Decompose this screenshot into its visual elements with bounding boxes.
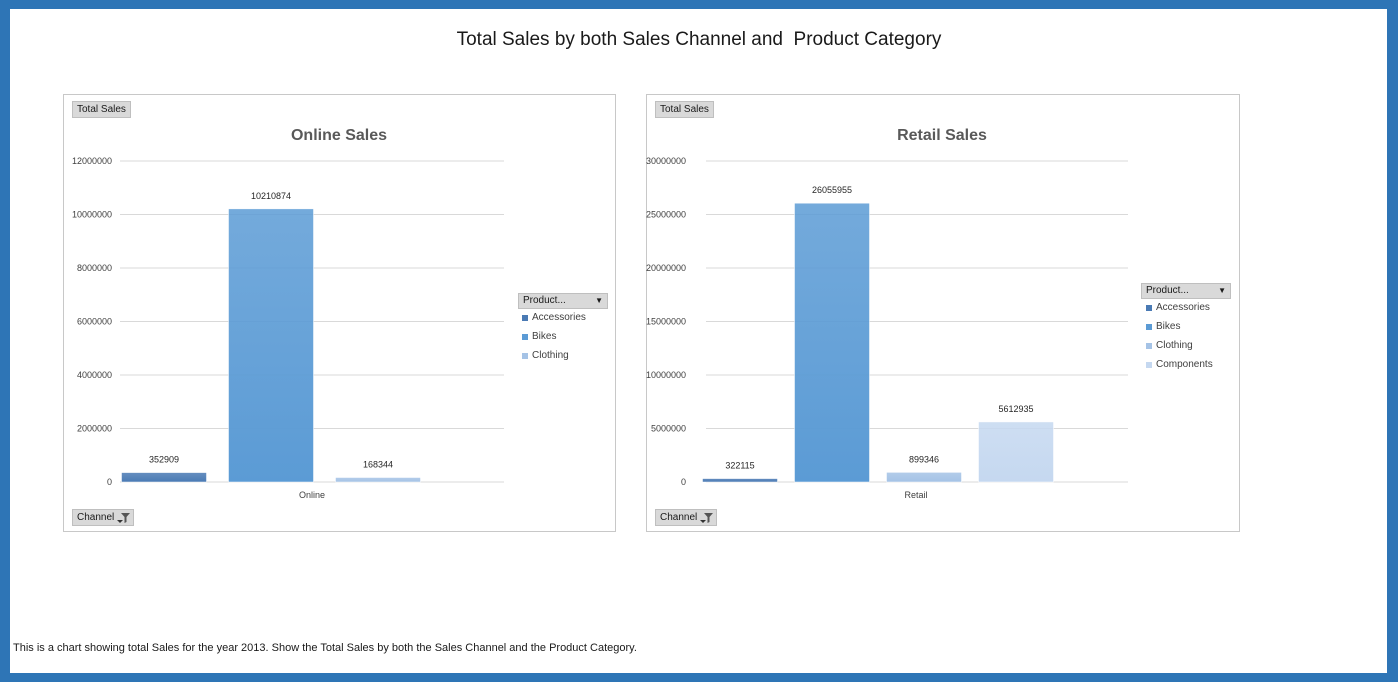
filter-icon[interactable] — [117, 512, 131, 524]
bar-clothing[interactable] — [335, 477, 421, 483]
y-tick-label: 2000000 — [77, 424, 112, 434]
online-chart-title: Online Sales — [290, 127, 388, 144]
legend-swatch — [522, 333, 528, 340]
y-tick-label: 25000000 — [646, 210, 686, 220]
chevron-down-icon[interactable]: ▼ — [1218, 286, 1226, 295]
page-title: Total Sales by both Sales Channel and Pr… — [456, 29, 942, 50]
legend-item-components[interactable]: Components — [1146, 359, 1213, 370]
legend-swatch — [1146, 323, 1152, 330]
legend-item-accessories[interactable]: Accessories — [522, 312, 586, 323]
data-label: 10210874 — [251, 191, 291, 201]
legend-label: Components — [1156, 359, 1213, 370]
legend-item-accessories[interactable]: Accessories — [1146, 302, 1210, 313]
x-tick-label: Retail — [904, 490, 927, 500]
channel-filter-button[interactable]: Channel — [655, 509, 718, 526]
data-label: 899346 — [909, 454, 939, 464]
y-tick-label: 0 — [107, 477, 112, 487]
total-sales-field-button[interactable]: Total Sales — [72, 101, 131, 118]
bar-accessories[interactable] — [702, 478, 778, 483]
retail-chart-title: Retail Sales — [897, 127, 987, 144]
legend-label: Accessories — [532, 312, 586, 323]
data-label: 26055955 — [812, 185, 852, 195]
legend-swatch — [1146, 342, 1152, 349]
y-tick-label: 4000000 — [77, 370, 112, 380]
bar-components[interactable] — [978, 421, 1054, 483]
legend-label: Accessories — [1156, 302, 1210, 313]
y-tick-label: 10000000 — [72, 210, 112, 220]
data-label: 322115 — [725, 461, 754, 471]
x-tick-label: Online — [299, 490, 325, 500]
legend-swatch — [522, 352, 528, 359]
y-tick-label: 20000000 — [646, 263, 686, 273]
legend-header-label: Product... — [1146, 285, 1189, 296]
data-label: 5612935 — [998, 404, 1033, 414]
y-tick-label: 10000000 — [646, 370, 686, 380]
y-tick-label: 0 — [681, 477, 686, 487]
bar-bikes[interactable] — [228, 208, 314, 483]
online-sales-chart[interactable] — [63, 94, 616, 532]
y-tick-label: 8000000 — [77, 263, 112, 273]
legend-header-label: Product... — [523, 295, 566, 306]
online-sales-plot: 0 2000000 4000000 6000000 8000000 10000000 120… — [72, 156, 504, 500]
bar-accessories[interactable] — [121, 472, 207, 483]
bar-clothing[interactable] — [886, 472, 962, 483]
legend-label: Bikes — [532, 331, 557, 342]
legend-label: Clothing — [1156, 340, 1193, 351]
legend-item-clothing[interactable]: Clothing — [522, 350, 569, 361]
legend-label: Clothing — [532, 350, 569, 361]
data-label: 168344 — [363, 459, 393, 469]
total-sales-field-button[interactable]: Total Sales — [655, 101, 714, 118]
data-label: 352909 — [149, 455, 179, 465]
legend-swatch — [522, 314, 528, 321]
channel-button-label: Channel — [660, 512, 698, 523]
legend-swatch — [1146, 361, 1152, 368]
legend-item-bikes[interactable]: Bikes — [522, 331, 556, 342]
y-tick-label: 5000000 — [651, 424, 686, 434]
footnote-text: This is a chart showing total Sales for … — [13, 642, 637, 654]
chevron-down-icon[interactable]: ▼ — [595, 296, 603, 305]
channel-filter-button[interactable]: Channel — [72, 509, 135, 526]
legend-label: Bikes — [1156, 321, 1181, 332]
channel-button-label: Channel — [77, 512, 115, 523]
retail-sales-chart[interactable] — [646, 94, 1240, 532]
y-tick-label: 12000000 — [72, 156, 112, 166]
legend-item-bikes[interactable]: Bikes — [1146, 321, 1180, 332]
product-filter-dropdown[interactable]: Product... ▼ — [1141, 283, 1231, 299]
legend-item-clothing[interactable]: Clothing — [1146, 340, 1193, 351]
filter-icon[interactable] — [700, 512, 714, 524]
y-tick-label: 6000000 — [77, 317, 112, 327]
y-tick-label: 15000000 — [646, 317, 686, 327]
retail-sales-plot: 0 5000000 10000000 15000000 20000000 25000000… — [646, 156, 1128, 500]
legend-swatch — [1146, 304, 1152, 311]
y-tick-label: 30000000 — [646, 156, 686, 166]
bar-bikes[interactable] — [794, 202, 870, 483]
product-filter-dropdown[interactable]: Product... ▼ — [518, 293, 608, 309]
